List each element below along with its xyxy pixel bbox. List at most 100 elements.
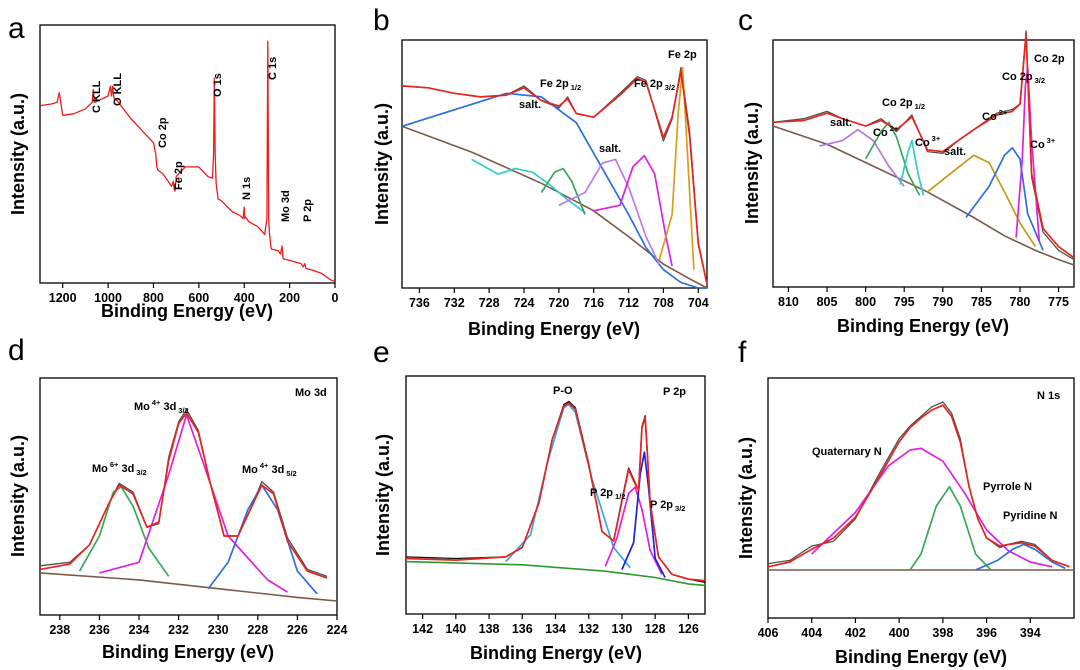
- panel-f-series-pyridine-n: [975, 543, 1066, 571]
- ann-c-co2-b-sup: 2+: [999, 108, 1008, 117]
- panel-d-xlabel: Binding Energy (eV): [102, 642, 274, 662]
- panel-label-f: f: [738, 336, 747, 369]
- panel-e-background-line: [405, 560, 706, 587]
- panel-c-frame: [772, 39, 1075, 288]
- panel-b-xlabel: Binding Energy (eV): [468, 319, 640, 339]
- panel-b-series-fe-2p3-2-peak: [658, 66, 695, 270]
- ann-fe-2p-32: Fe 2p 3/2: [634, 78, 675, 92]
- ann-co-2p-half: Co 2p 1/2: [882, 97, 925, 111]
- ann-mo4b-sup: 4+: [260, 461, 269, 470]
- panel-b-xtick-label: 736: [409, 296, 430, 310]
- ann-c-co2-a: Co 2+: [873, 124, 899, 139]
- panel-a-ylabel: Intensity (a.u.): [8, 93, 28, 215]
- ann-fe-2p-half-main: Fe 2p: [540, 78, 569, 90]
- panel-f-xtick-label: 396: [976, 626, 997, 640]
- panel-e-xlabel: Binding Energy (eV): [470, 643, 642, 663]
- ann-c-co3-b-sup: 3+: [1047, 136, 1056, 145]
- ann-mo6-main: Mo: [92, 463, 108, 475]
- panel-d-ylabel: Intensity (a.u.): [8, 435, 28, 557]
- panel-c-xtick-label: 805: [817, 295, 838, 309]
- panel-a-xtick-label: 600: [188, 291, 209, 305]
- ann-mo4a-main: Mo: [134, 401, 150, 413]
- ann-pyrrole-n: Pyrrole N: [983, 481, 1032, 493]
- panel-e-xtick-label: 136: [512, 622, 533, 636]
- panel-c-series-co3-2p3-2: [1015, 66, 1041, 242]
- panel-b-xtick-label: 704: [688, 296, 709, 310]
- panel-f-ylabel: Intensity (a.u.): [736, 437, 756, 559]
- panel-f-xtick-label: 402: [845, 626, 866, 640]
- ann-c-co3-b-main: Co: [1030, 139, 1045, 151]
- panel-c-xtick-label: 785: [971, 295, 992, 309]
- panel-d-series-mo4-3d5-2: [207, 484, 318, 595]
- panel-a-xtick-label: 200: [279, 291, 300, 305]
- ann-co-2p-half-sub: 1/2: [915, 102, 925, 111]
- ann-p2p-32-sub: 3/2: [675, 504, 685, 513]
- panel-f-series-pyrrole-n: [909, 485, 992, 571]
- panel-e-xtick-label: 138: [479, 622, 500, 636]
- panel-d-plot: [39, 408, 338, 602]
- panel-d-xtick-label: 226: [287, 623, 308, 637]
- panel-b-background-line: [401, 125, 708, 289]
- panel-c: c 810 805 800 795 790 785 780 775 Binding Energ…: [738, 4, 1075, 336]
- panel-d-xtick-label: 236: [89, 623, 110, 637]
- ann-p2p-32: P 2p 3/2: [650, 499, 685, 513]
- ann-p-o: P-O: [553, 385, 573, 397]
- ann-o-kll: O KLL: [112, 73, 124, 106]
- panel-c-ylabel: Intensity (a.u.): [742, 102, 762, 224]
- ann-mo6-3d32: Mo 6+ 3d 3/2: [92, 460, 147, 477]
- ann-co-2p-32-main: Co 2p: [1002, 71, 1033, 83]
- panel-b-xtick-label: 716: [583, 296, 604, 310]
- panel-f-series-quaternary-n: [811, 447, 1053, 568]
- ann-p2p-32-main: P 2p: [650, 499, 673, 511]
- panel-e: e 142 140 138 136 134 132 130 128 126 Binding En…: [373, 336, 706, 663]
- panel-c-series-salt: [926, 154, 1037, 248]
- panel-c-xtick-label: 790: [932, 295, 953, 309]
- ann-mo4b-sub: 5/2: [286, 469, 296, 478]
- panel-c-xtick-label: 795: [894, 295, 915, 309]
- ann-c-co2-a-main: Co: [873, 127, 888, 139]
- panel-c-series-co2-2p1-2: [864, 121, 921, 196]
- panel-b-series-fit: [401, 70, 708, 285]
- panel-b-series-fe-2p1-2-satellite: [471, 158, 586, 214]
- panel-c-background-line: [772, 125, 1075, 266]
- ann-quaternary-n: Quaternary N: [812, 446, 882, 458]
- ann-fe-2p-32-sub: 3/2: [665, 83, 675, 92]
- ann-n-1s: N 1s: [241, 177, 253, 200]
- panel-c-series-satellite: [819, 128, 905, 187]
- ann-c-co3-a: Co 3+: [915, 134, 941, 149]
- panel-b-xtick-label: 728: [479, 296, 500, 310]
- panel-d-series-fit: [39, 412, 328, 579]
- ann-fe-2p-32-main: Fe 2p: [634, 78, 663, 90]
- panel-d-ticks: 238 236 234 232 230 228 226 224: [49, 615, 347, 637]
- panel-label-b: b: [373, 4, 390, 37]
- ann-mo4a-sup: 4+: [152, 398, 161, 407]
- ann-mo4a-sub: 3/2: [178, 406, 188, 415]
- panel-f-xtick-label: 404: [801, 626, 822, 640]
- panel-b-ylabel: Intensity (a.u.): [372, 103, 392, 225]
- panel-label-e: e: [373, 336, 390, 369]
- panel-c-xtick-label: 775: [1048, 295, 1069, 309]
- panel-f-title: N 1s: [1037, 390, 1060, 402]
- panel-a-xtick-label: 400: [234, 291, 255, 305]
- panel-d-background-line: [39, 572, 338, 602]
- panel-c-series-fit: [772, 33, 1075, 259]
- ann-p2p-half: P 2p 1/2: [590, 487, 625, 501]
- panel-a-xtick-label: 800: [143, 291, 164, 305]
- panel-c-xlabel: Binding Energy (eV): [837, 316, 1009, 336]
- panel-e-plot: [405, 400, 706, 587]
- panel-f-ticks: 406 404 402 400 398 396 394: [758, 618, 1041, 640]
- panel-b-plot: [401, 66, 708, 289]
- ann-co-2p-32-sub: 3/2: [1035, 76, 1045, 85]
- panel-a-frame: [39, 24, 336, 284]
- panel-b-xtick-label: 720: [548, 296, 569, 310]
- panel-d-series-mo4-3d3-2: [99, 414, 288, 593]
- panel-d: d 238 236 234 232 230 228 226 224 Binding Energ…: [8, 334, 347, 662]
- ann-c-kll: C KLL: [91, 80, 103, 113]
- ann-co-2p: Co 2p: [157, 117, 169, 148]
- panel-b-xtick-label: 712: [618, 296, 639, 310]
- panel-c-ticks: 810 805 800 795 790 785 780 775: [778, 287, 1069, 309]
- ann-c-co2-a-sup: 2+: [890, 124, 899, 133]
- panel-e-title: P 2p: [663, 386, 686, 398]
- ann-c-salt-1: salt.: [830, 117, 852, 129]
